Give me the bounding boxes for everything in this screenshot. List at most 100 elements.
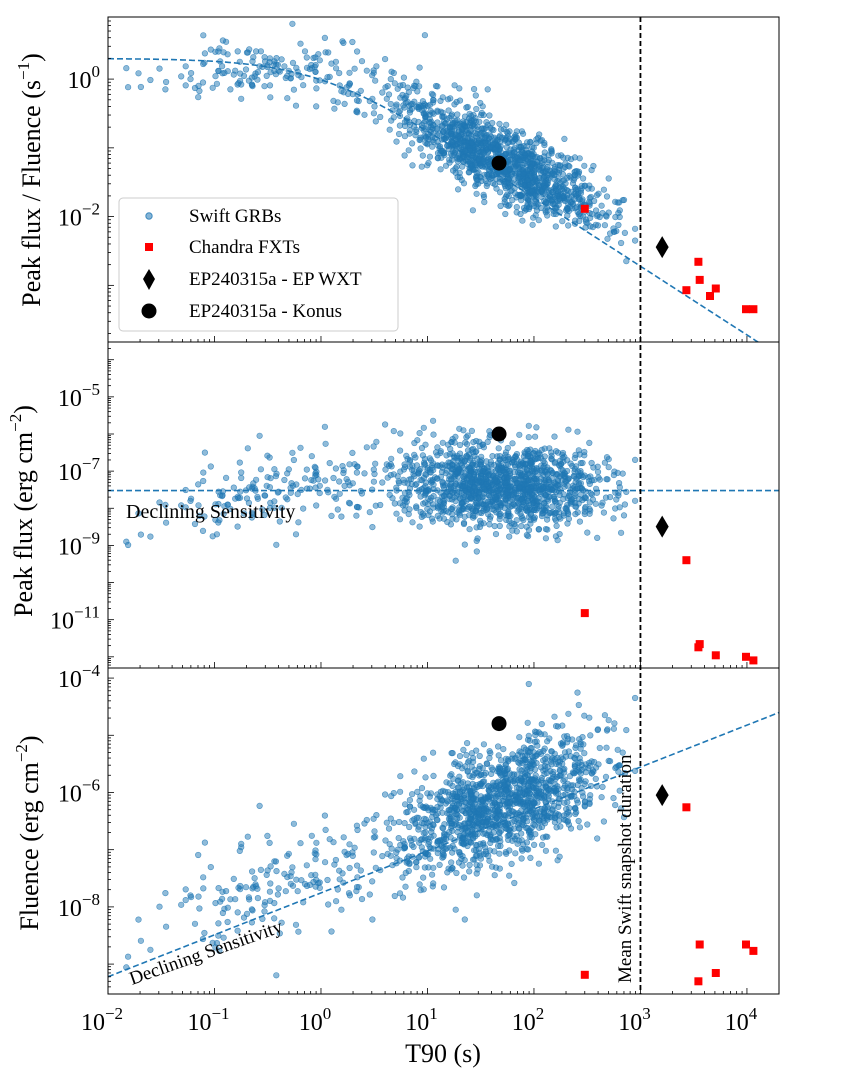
swift-grb-point: [227, 505, 234, 513]
swift-grb-point: [243, 49, 251, 56]
swift-grb-point: [461, 470, 468, 477]
swift-grb-point: [215, 67, 222, 75]
swift-grb-point: [575, 211, 582, 218]
swift-grb-point: [201, 839, 208, 846]
swift-grb-point: [603, 727, 611, 734]
swift-grb-point: [491, 848, 498, 855]
swift-grb-point: [538, 841, 546, 849]
swift-grb-point: [577, 460, 584, 467]
swift-grb-point: [442, 845, 449, 853]
swift-grb-point: [282, 888, 289, 895]
swift-grb-point: [447, 95, 454, 102]
swift-grb-point: [366, 509, 373, 516]
swift-grb-point: [234, 927, 241, 934]
swift-grb-point: [422, 102, 429, 109]
swift-grb-point: [575, 776, 583, 783]
swift-grb-point: [135, 510, 142, 517]
swift-grb-point: [459, 126, 466, 133]
swift-grb-point: [353, 108, 360, 115]
swift-grb-point: [572, 810, 579, 818]
swift-grb-point: [147, 76, 154, 84]
swift-grb-point: [429, 871, 436, 878]
swift-grb-point: [476, 862, 484, 869]
chandra-fxt-marker: [711, 969, 720, 977]
swift-grb-point: [252, 881, 259, 888]
swift-grb-point: [518, 855, 525, 862]
y-tick-label: 10−6: [58, 775, 100, 807]
swift-grb-point: [487, 175, 494, 182]
swift-grb-point: [406, 860, 413, 868]
swift-grb-point: [195, 893, 202, 900]
y-label-middle-main: Peak flux (erg cm: [9, 432, 38, 617]
swift-grb-point: [552, 517, 560, 524]
swift-grb-points-top: [123, 20, 639, 265]
swift-grb-point: [400, 838, 407, 845]
swift-grb-point: [215, 920, 222, 927]
swift-grb-point: [163, 78, 170, 86]
swift-grb-point: [518, 180, 525, 188]
swift-grb-point: [481, 199, 488, 206]
swift-grb-point: [476, 118, 483, 125]
swift-grb-point: [188, 69, 195, 77]
chandra-fxt-marker: [706, 292, 714, 300]
swift-grb-point: [399, 894, 407, 901]
swift-grb-point: [382, 791, 389, 798]
swift-grb-point: [292, 921, 300, 928]
swift-grb-point: [416, 881, 423, 888]
swift-grb-point: [576, 518, 584, 525]
highlight-markers-bottom: [491, 716, 758, 986]
swift-grb-point: [512, 134, 519, 141]
swift-grb-point: [502, 479, 510, 486]
ep-wxt-marker: [655, 784, 669, 807]
swift-grb-point: [480, 830, 487, 837]
swift-grb-point: [244, 445, 251, 452]
swift-grb-point: [512, 797, 519, 804]
swift-grb-point: [351, 844, 358, 851]
swift-grb-point: [295, 519, 302, 526]
swift-grb-point: [519, 800, 527, 808]
y-tick-label: 10−7: [58, 454, 101, 486]
swift-grb-point: [487, 513, 494, 520]
swift-grb-point: [266, 839, 273, 847]
swift-grb-point: [406, 476, 413, 483]
swift-grb-point: [511, 522, 519, 530]
swift-grb-point: [615, 209, 622, 217]
swift-grb-point: [425, 501, 432, 508]
swift-grb-point: [489, 119, 496, 127]
swift-grb-point: [564, 786, 571, 794]
swift-grb-point: [552, 722, 560, 730]
swift-grb-point: [576, 824, 584, 831]
swift-grb-point: [321, 34, 329, 42]
swift-grb-point: [382, 837, 389, 844]
swift-grb-point: [372, 118, 379, 125]
swift-grb-point: [257, 466, 265, 473]
swift-grb-points-middle: [123, 417, 639, 564]
swift-grb-point: [289, 864, 296, 871]
swift-grb-point: [581, 712, 588, 719]
swift-grb-point: [476, 163, 483, 170]
swift-grb-point: [271, 915, 278, 922]
swift-grb-point: [238, 469, 245, 476]
swift-grb-point: [464, 432, 471, 439]
swift-grb-point: [420, 886, 427, 893]
swift-grb-point: [312, 470, 319, 477]
swift-grb-point: [163, 519, 170, 526]
chandra-fxt-marker: [682, 803, 691, 812]
swift-grb-point: [411, 806, 418, 813]
swift-grb-point: [399, 494, 406, 501]
swift-grb-point: [391, 500, 398, 507]
swift-grb-point: [467, 127, 474, 134]
swift-grb-point: [311, 63, 318, 70]
swift-grb-point: [468, 427, 476, 435]
legend-marker-konus: [141, 303, 157, 319]
swift-grb-point: [340, 39, 347, 47]
swift-grb-point: [328, 512, 335, 520]
swift-grb-point: [559, 451, 566, 458]
swift-grb-point: [281, 63, 288, 70]
swift-grb-point: [406, 102, 413, 109]
swift-grb-point: [483, 119, 490, 126]
swift-grb-point: [464, 441, 471, 448]
swift-grb-point: [504, 781, 511, 788]
swift-grb-point: [490, 126, 497, 134]
